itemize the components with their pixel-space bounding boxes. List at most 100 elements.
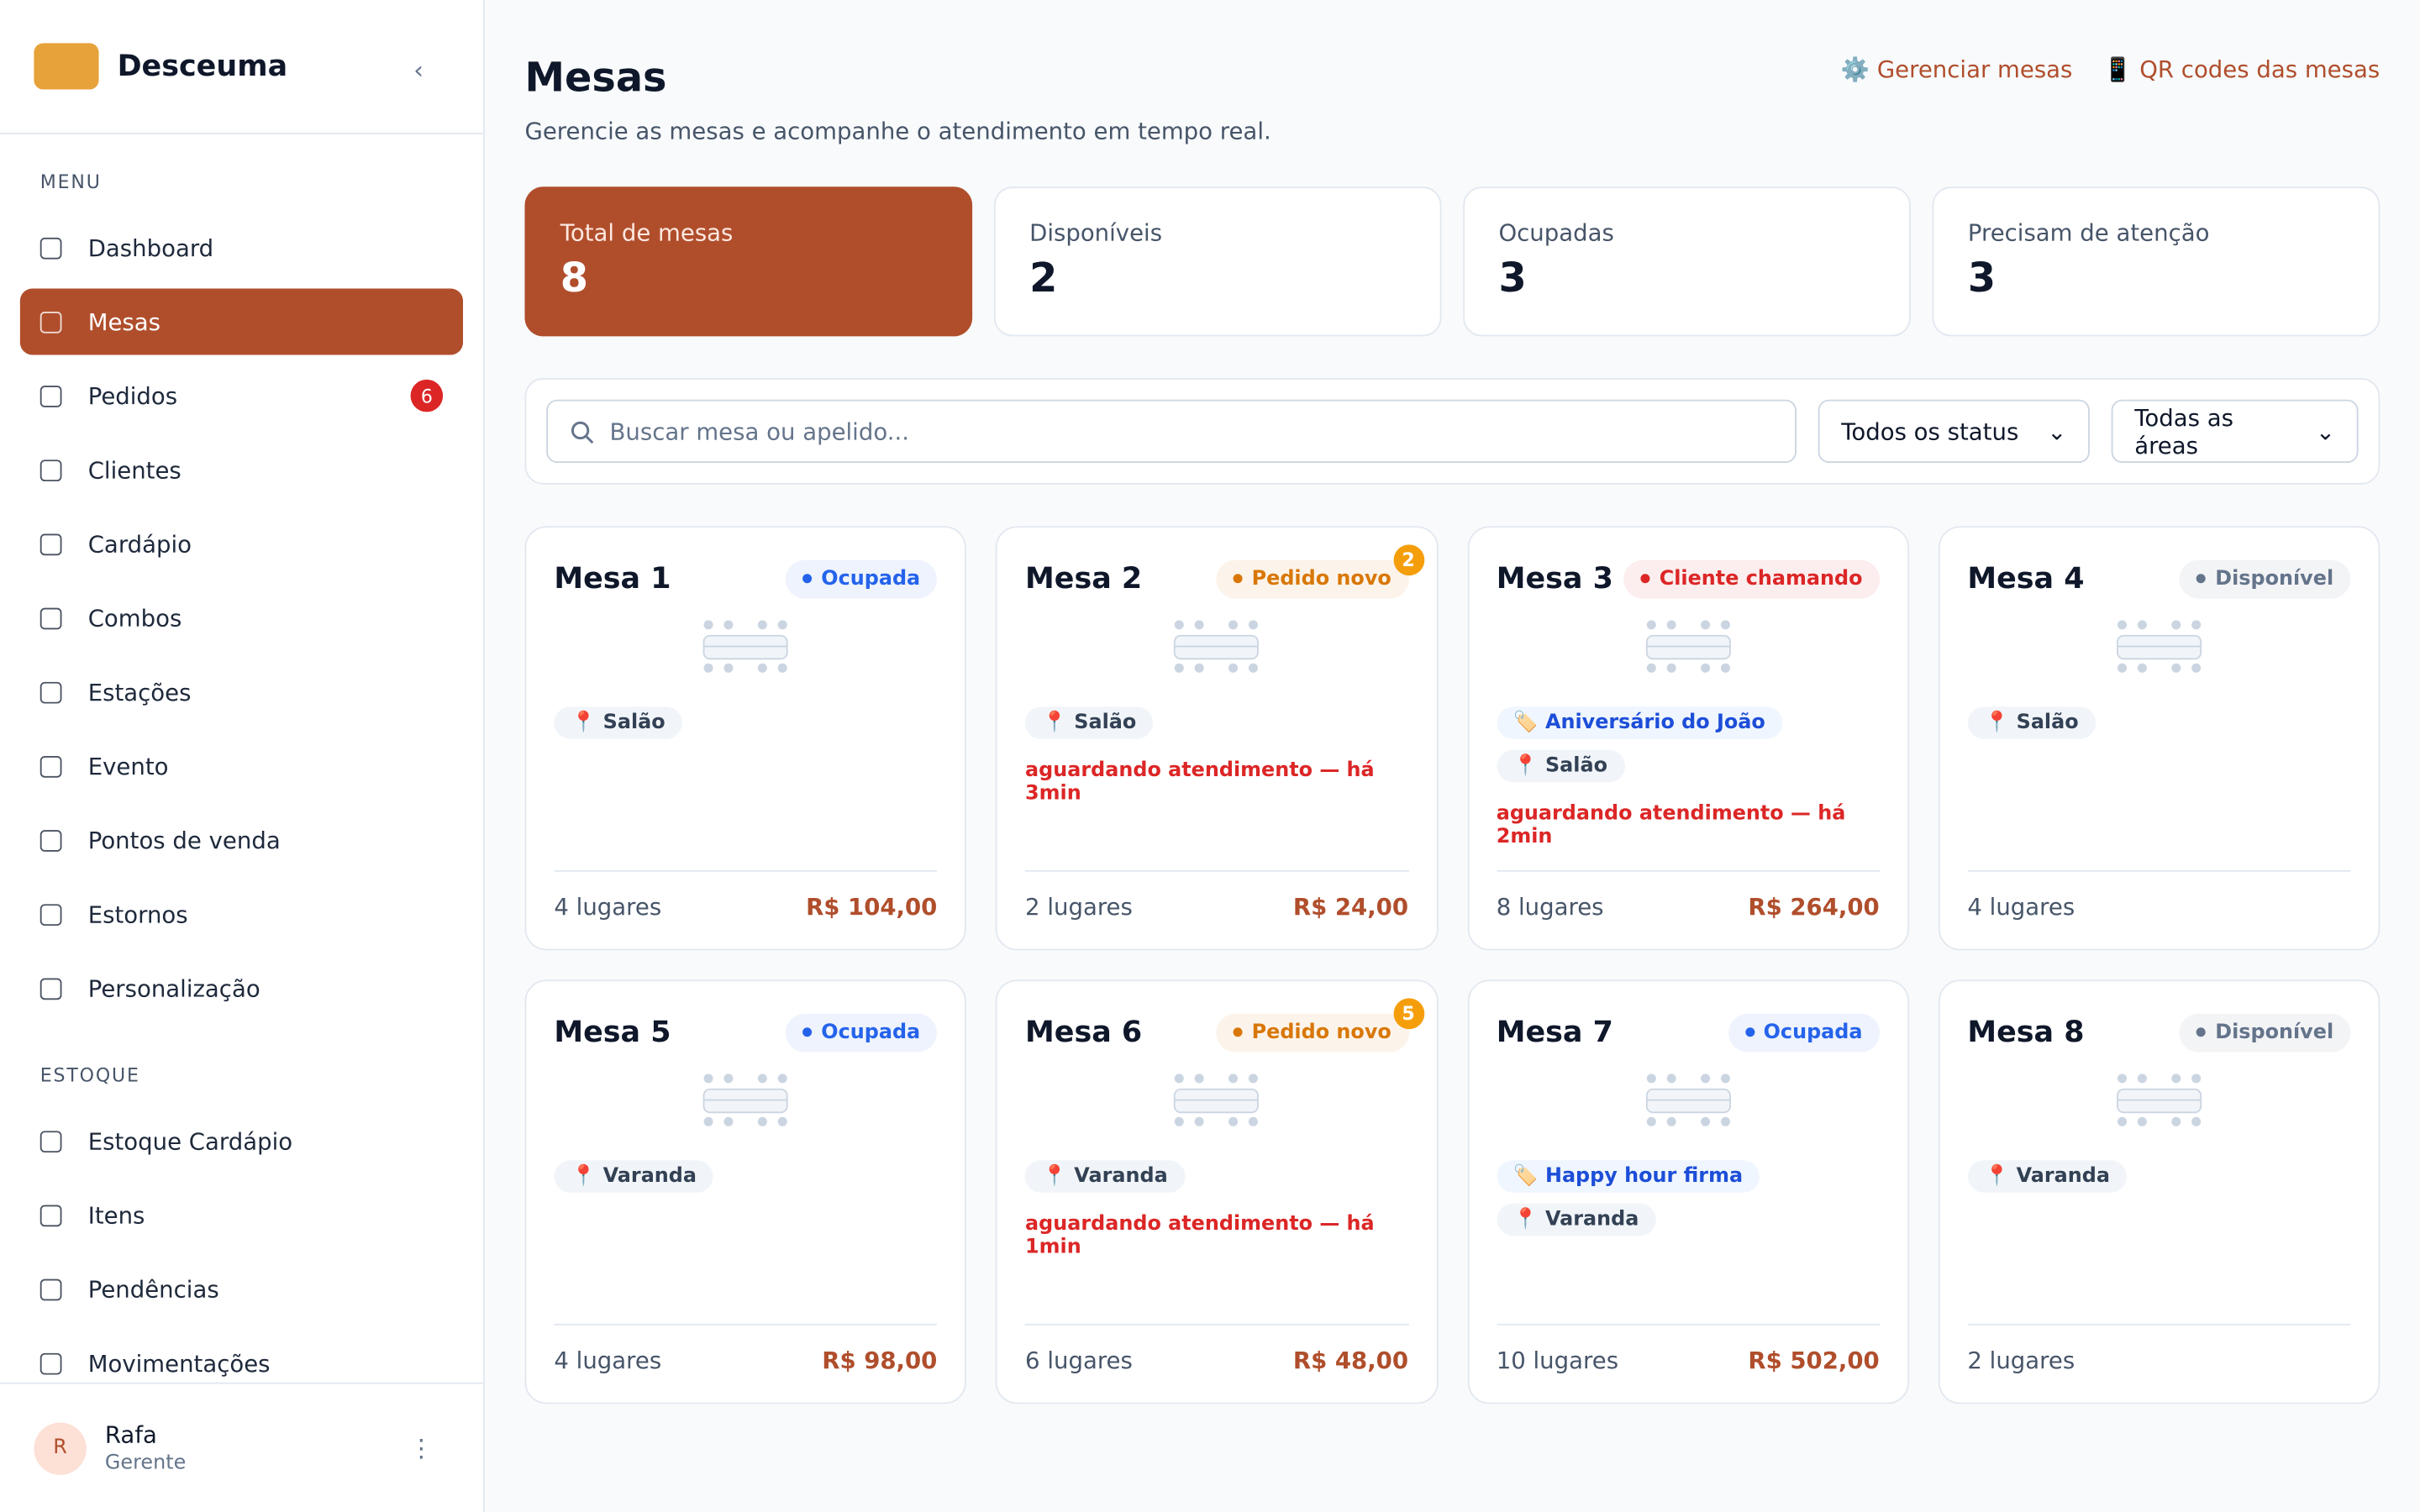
nav-item[interactable]: Dashboard [20,214,463,281]
wait-alert: aguardando atendimento — há 1min [1025,1212,1375,1259]
table-name: Mesa 1 [554,561,671,596]
user-role: Gerente [104,1452,187,1475]
action-link[interactable]: 📱 QR codes das mesas [2103,55,2381,84]
logo [34,43,99,90]
stat-card: Total de mesas 8 [524,186,973,337]
nav-item[interactable]: Movimentações [20,1330,463,1396]
status-label: Ocupada [1763,1021,1863,1044]
table-card[interactable]: Mesa 1 Ocupada 📍 Salão 4 lugares R$ 104,00 [524,526,967,951]
table-card[interactable]: Mesa 7 Ocupada 🏷️ Happy hour firma 📍 Varand… [1466,979,1909,1404]
nav-item[interactable]: Estoque Cardápio [20,1108,463,1174]
action-link[interactable]: ⚙️ Gerenciar mesas [1840,55,2073,84]
card-header: Mesa 8 Disponível [1967,1009,2351,1055]
card-header: Mesa 2 Pedido novo 2 [1025,543,1424,601]
card-footer: 10 lugares R$ 502,00 [1496,1323,1880,1375]
table-card[interactable]: Mesa 6 Pedido novo 5 📍 Varanda aguardando at… [996,979,1438,1404]
nav-label: Movimentações [87,1349,271,1378]
table-illustration [1174,620,1260,679]
area-select[interactable]: Todas as áreas ⌄ [2111,399,2359,464]
nav-item[interactable]: Evento [20,732,463,799]
total: R$ 48,00 [1292,1347,1409,1375]
seats: 2 lugares [1025,893,1133,921]
card-header: Mesa 7 Ocupada [1497,1009,1880,1055]
card-footer: 2 lugares R$ 24,00 [1025,869,1409,921]
user[interactable]: R Rafa Gerente ⋮ [0,1382,483,1512]
nav-item[interactable]: Pontos de venda [20,807,463,874]
nav-icon [39,755,62,777]
status-pill: Ocupada [1728,1012,1880,1052]
brand: Desceuma [0,0,483,134]
status-label: Cliente chamando [1659,567,1863,591]
status-select[interactable]: Todos os status ⌄ [1818,399,2090,464]
status-dot [2196,1027,2207,1037]
nav-icon [39,459,62,481]
status-dot [1640,574,1650,584]
table-icon [1645,1074,1731,1126]
nickname-tag: 🏷️ Happy hour firma [1496,1160,1760,1193]
section-label: ESTOQUE [39,1064,140,1087]
status-pill: Pedido novo 2 [1216,543,1424,598]
area-tag: 📍 Varanda [554,1160,714,1193]
page-title: Mesas [524,55,667,102]
table-card[interactable]: Mesa 8 Disponível 📍 Varanda 2 lugares [1938,979,2381,1404]
main: Mesas Gerencie as mesas e acompanhe o at… [524,0,2381,1404]
seats: 2 lugares [1967,1347,2075,1375]
total: R$ 502,00 [1748,1347,1880,1375]
seats: 6 lugares [1025,1347,1133,1375]
nav-item[interactable]: Clientes [20,437,463,503]
order-badge: 5 [1392,997,1424,1029]
select-value: Todos os status [1841,417,2019,445]
nav-item[interactable]: Pedidos 6 [20,363,463,429]
sidebar: Desceuma ‹ MENU Dashboard Mesas Pedidos 6 Cl… [0,0,485,1512]
avatar: R [34,1421,87,1475]
nav-item[interactable]: Pendências [20,1256,463,1322]
seats: 4 lugares [1967,893,2075,921]
stat-label: Total de mesas [560,218,734,247]
search-input[interactable]: Buscar mesa ou apelido... [546,399,1797,464]
table-name: Mesa 3 [1496,561,1613,596]
area-tag: 📍 Salão [1496,749,1625,783]
nav-label: Itens [87,1200,145,1229]
nav-item[interactable]: Estornos [20,881,463,948]
stat-value: 8 [560,255,588,303]
nav-item[interactable]: Personalização [20,955,463,1021]
table-illustration [1174,1074,1260,1132]
nav-label: Pontos de venda [87,826,281,854]
status-label: Pedido novo [1251,1021,1392,1044]
area-tag: 📍 Salão [1967,706,2096,739]
status-dot [2196,574,2207,584]
table-card[interactable]: Mesa 4 Disponível 📍 Salão 4 lugares [1938,526,2381,951]
area-tag: 📍 Varanda [1967,1160,2128,1193]
table-icon [1645,620,1731,673]
nav-label: Pendências [87,1275,219,1304]
nav-item[interactable]: Itens [20,1182,463,1248]
nav-item[interactable]: Mesas [19,288,464,355]
more-button[interactable]: ⋮ [408,1433,434,1463]
collapse-button[interactable]: ‹ [413,55,424,86]
nav-item[interactable]: Cardápio [20,511,463,577]
table-card[interactable]: Mesa 5 Ocupada 📍 Varanda 4 lugares R$ 98,00 [524,979,967,1404]
status-dot [1744,1027,1754,1037]
status-dot [802,574,813,584]
nav-icon [39,829,62,851]
subtitle: Gerencie as mesas e acompanhe o atendime… [524,117,1271,145]
nav-item[interactable]: Combos [20,585,463,651]
actions: ⚙️ Gerenciar mesas 📱 QR codes das mesas [1841,55,2380,83]
nav-icon [39,385,62,407]
status-label: Disponível [2215,1021,2334,1044]
nav-item[interactable]: Estações [20,659,463,725]
nav-label: Evento [87,752,169,780]
status-label: Pedido novo [1251,567,1392,591]
card-footer: 2 lugares [1967,1323,2351,1375]
table-icon [1174,620,1260,673]
table-name: Mesa 2 [1025,561,1143,596]
stat-label: Ocupadas [1498,218,1614,247]
nav-icon [39,1130,62,1152]
nav-icon [39,236,62,259]
chevron: ⌄ [2315,417,2335,445]
table-card[interactable]: Mesa 2 Pedido novo 2 📍 Salão aguardando aten… [996,526,1438,951]
table-card[interactable]: Mesa 3 Cliente chamando 🏷️ Aniversário do … [1466,526,1909,951]
card-header: Mesa 5 Ocupada [554,1009,938,1055]
search-icon [571,420,594,444]
